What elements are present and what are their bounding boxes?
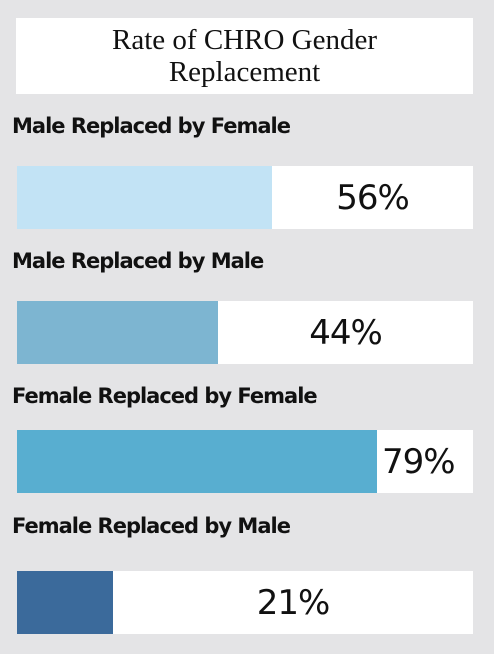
chart-title-box: Rate of CHRO Gender Replacement bbox=[16, 18, 473, 94]
bar-track-female-replaced-by-female: 79% bbox=[17, 430, 473, 493]
bar-male-replaced-by-female bbox=[17, 166, 272, 229]
bar-track-male-replaced-by-male: 44% bbox=[17, 301, 473, 364]
bar-track-female-replaced-by-male: 21% bbox=[17, 571, 473, 634]
bar-label-female-replaced-by-female: Female Replaced by Female bbox=[12, 384, 318, 408]
chart-title: Rate of CHRO Gender Replacement bbox=[112, 24, 377, 88]
bar-value-female-replaced-by-male: 21% bbox=[256, 582, 331, 623]
bar-value-female-replaced-by-female: 79% bbox=[382, 441, 456, 482]
bar-male-replaced-by-male bbox=[17, 301, 218, 364]
bar-label-male-replaced-by-female: Male Replaced by Female bbox=[12, 114, 291, 138]
bar-label-male-replaced-by-male: Male Replaced by Male bbox=[12, 249, 264, 273]
bar-female-replaced-by-male bbox=[17, 571, 113, 634]
bar-female-replaced-by-female bbox=[17, 430, 377, 493]
bar-label-female-replaced-by-male: Female Replaced by Male bbox=[12, 514, 291, 538]
bar-track-male-replaced-by-female: 56% bbox=[17, 166, 473, 229]
bar-value-male-replaced-by-female: 56% bbox=[336, 177, 410, 218]
bar-value-male-replaced-by-male: 44% bbox=[309, 312, 383, 353]
